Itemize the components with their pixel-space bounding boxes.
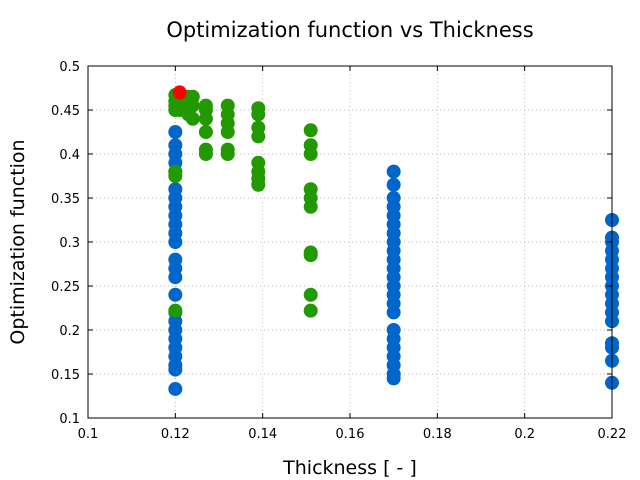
data-point-blue bbox=[386, 305, 401, 320]
data-point-green bbox=[168, 303, 183, 318]
data-point-green bbox=[185, 111, 200, 126]
data-point-blue bbox=[168, 381, 183, 396]
data-point-green bbox=[303, 123, 318, 138]
data-point-green bbox=[198, 125, 213, 139]
data-point-best bbox=[172, 85, 187, 100]
y-axis-label: Optimization function bbox=[7, 139, 29, 344]
data-point-green bbox=[168, 169, 183, 183]
y-tick-label: 0.45 bbox=[51, 104, 80, 119]
data-point-green bbox=[198, 111, 213, 126]
grid bbox=[87, 65, 613, 419]
y-tick-label: 0.35 bbox=[51, 192, 80, 207]
axis-ticks: 0.1 0.12 0.14 0.16 0.18 0.2 0.22 0.1 0.15 0.2 0.25… bbox=[51, 60, 626, 442]
data-points bbox=[168, 85, 619, 396]
data-point-green bbox=[251, 177, 266, 192]
x-tick-label: 0.22 bbox=[598, 427, 627, 442]
data-point-blue bbox=[386, 371, 401, 386]
data-point-green bbox=[303, 287, 318, 302]
data-point-green bbox=[198, 147, 213, 161]
data-point-green bbox=[303, 303, 318, 318]
data-point-green bbox=[251, 129, 266, 144]
y-tick-label: 0.15 bbox=[51, 368, 80, 383]
data-point-blue bbox=[168, 362, 183, 377]
chart-title: Optimization function vs Thickness bbox=[166, 18, 533, 42]
x-tick-label: 0.16 bbox=[336, 427, 365, 442]
data-point-blue bbox=[168, 270, 183, 285]
x-axis-label: Thickness [ - ] bbox=[282, 457, 417, 479]
y-tick-label: 0.1 bbox=[59, 412, 80, 427]
data-point-blue bbox=[386, 164, 401, 179]
data-point-green bbox=[220, 147, 235, 161]
data-point-blue bbox=[168, 235, 183, 249]
data-point-green bbox=[303, 199, 318, 214]
y-tick-label: 0.25 bbox=[51, 280, 80, 295]
x-tick-label: 0.12 bbox=[161, 427, 190, 442]
x-tick-label: 0.18 bbox=[423, 427, 452, 442]
data-point-blue bbox=[168, 287, 183, 302]
y-tick-label: 0.4 bbox=[59, 148, 80, 163]
data-point-blue bbox=[168, 125, 183, 139]
data-point-green bbox=[303, 147, 318, 161]
data-point-green bbox=[303, 248, 318, 263]
y-tick-label: 0.5 bbox=[59, 60, 80, 75]
x-tick-label: 0.14 bbox=[248, 427, 277, 442]
x-tick-label: 0.1 bbox=[78, 427, 99, 442]
data-point-green bbox=[185, 98, 200, 113]
data-point-blue bbox=[386, 177, 401, 192]
data-point-green bbox=[251, 107, 266, 122]
x-tick-label: 0.2 bbox=[514, 427, 535, 442]
y-tick-label: 0.2 bbox=[59, 324, 80, 339]
y-tick-label: 0.3 bbox=[59, 236, 80, 251]
data-point-green bbox=[220, 125, 235, 139]
